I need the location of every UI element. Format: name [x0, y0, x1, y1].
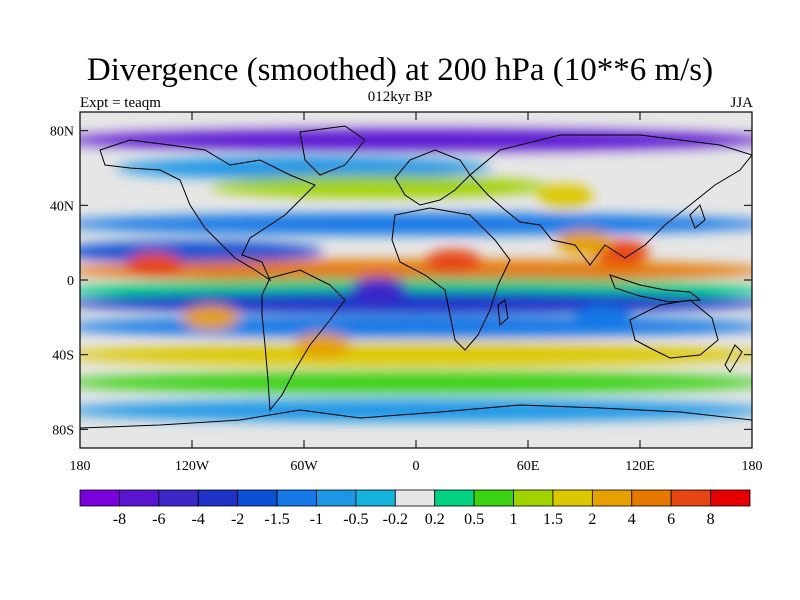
field-blob: [537, 184, 594, 208]
colorbar-swatch: [197, 489, 239, 507]
chart-title: Divergence (smoothed) at 200 hPa (10**6 …: [86, 52, 714, 88]
colorbar-label: 8: [707, 511, 715, 528]
x-tick-label: 120E: [625, 459, 655, 474]
field-blob: [556, 230, 612, 255]
coast-antarctica: [80, 404, 752, 429]
field-band: [80, 129, 752, 151]
x-axis: 180 120W 60W 0 60E 120E 180: [70, 112, 763, 474]
colorbar-label: -1.5: [264, 511, 289, 528]
coast-indonesia: [609, 274, 702, 303]
field-band: [209, 175, 549, 198]
colorbar-label: -2: [231, 511, 244, 528]
y-axis: 80N 40N 0 40S 80S: [50, 125, 752, 438]
field-band: [80, 241, 324, 263]
field-band: [80, 343, 752, 366]
y-tick-label: 40N: [50, 199, 74, 214]
colorbar-swatch: [119, 489, 160, 507]
field-blob: [126, 253, 183, 278]
field-band: [116, 157, 492, 179]
colorbar-swatch: [710, 489, 751, 507]
x-tick-label: 60W: [290, 459, 318, 474]
coast-africa: [391, 207, 511, 351]
field-blob: [350, 277, 407, 302]
colorbar-label: -8: [113, 511, 126, 528]
coast-greenland: [299, 125, 366, 176]
colorbar-label: -0.2: [383, 511, 408, 528]
colorbar-label: -1: [310, 511, 323, 528]
coast-japan: [689, 204, 706, 229]
colorbar-swatch: [434, 489, 475, 507]
colorbar-swatch: [552, 489, 593, 507]
coast-asia: [469, 134, 752, 266]
colorbar-label: 1.5: [543, 511, 563, 528]
field-blob: [294, 333, 351, 358]
colorbar-swatch: [355, 489, 396, 507]
colorbar-swatch: [591, 489, 633, 507]
field-band: [80, 315, 752, 338]
colorbar-label: 6: [667, 511, 675, 528]
colorbar-label: 2: [588, 511, 596, 528]
colorbar-label: 0.2: [425, 511, 445, 528]
coast-europe: [394, 149, 471, 206]
colorbar-label: 0.5: [464, 511, 484, 528]
colorbar-label: 4: [628, 511, 636, 528]
colorbar-swatch: [473, 489, 514, 507]
divergence-field: [80, 129, 752, 422]
season-label: JJA: [730, 95, 753, 111]
experiment-label: Expt = teaqm: [80, 95, 161, 111]
plot-area: [79, 111, 753, 449]
colorbar-swatch: [158, 489, 199, 507]
coast-north-america: [99, 139, 316, 282]
coast-madagascar: [497, 299, 509, 327]
colorbar-swatch: [237, 489, 278, 507]
colorbar-swatch: [276, 489, 317, 507]
x-tick-label: 180: [742, 459, 763, 474]
x-tick-label: 0: [413, 459, 420, 474]
colorbar-swatch: [670, 489, 711, 507]
colorbar-swatch: [316, 489, 357, 507]
field-band: [80, 371, 752, 394]
colorbar-label: 1: [510, 511, 518, 528]
x-tick-label: 60E: [517, 459, 540, 474]
x-tick-label: 180: [70, 459, 91, 474]
colorbar-label: -4: [192, 511, 205, 528]
y-tick-label: 40S: [52, 349, 74, 364]
colorbar-swatch: [513, 489, 554, 507]
colorbar-swatch: [394, 489, 436, 507]
y-tick-label: 80S: [52, 423, 74, 438]
field-band: [80, 399, 752, 422]
colorbar-swatch: [631, 489, 672, 507]
y-tick-label: 0: [67, 274, 74, 289]
coast-new-zealand: [724, 344, 743, 373]
colorbar: -8 -6 -4 -2 -1.5 -1 -0.5 -0.2 0.2 0.5 1 1.5 2 4 6 8: [79, 489, 751, 528]
field-band: [80, 213, 752, 235]
coastlines: [80, 125, 752, 429]
y-tick-label: 80N: [50, 125, 74, 140]
coast-australia: [629, 299, 719, 359]
x-tick-label: 120W: [175, 459, 210, 474]
field-blob: [574, 305, 631, 330]
colorbar-swatch: [79, 489, 120, 507]
period-label: 012kyr BP: [367, 89, 433, 105]
coast-south-america: [261, 269, 346, 412]
field-band: [80, 291, 752, 314]
field-blob: [182, 305, 239, 330]
colorbar-label: -0.5: [343, 511, 368, 528]
field-blob: [425, 249, 482, 274]
colorbar-label: -6: [152, 511, 165, 528]
